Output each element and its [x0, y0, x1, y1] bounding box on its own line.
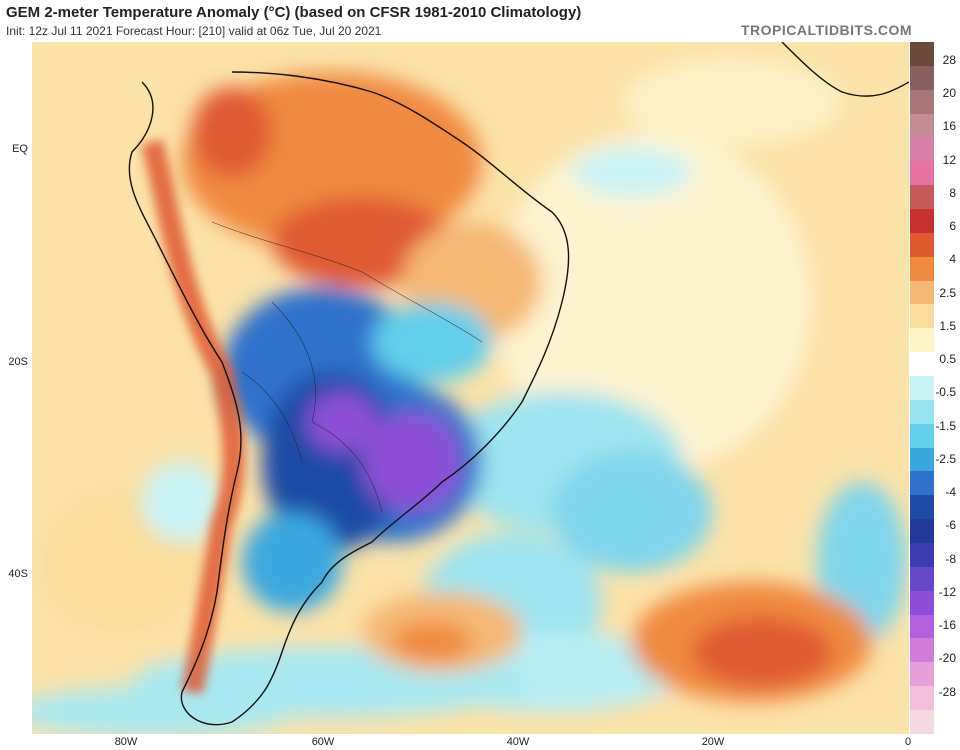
lon-label-40w: 40W	[506, 736, 530, 748]
colorbar-swatch	[910, 89, 934, 114]
colorbar-label: -12	[938, 584, 956, 599]
borders	[211, 221, 483, 513]
colorbar	[910, 42, 934, 734]
colorbar-swatch	[910, 399, 934, 424]
coastlines	[128, 42, 909, 726]
colorbar-swatch	[910, 471, 934, 496]
colorbar-swatch	[910, 638, 934, 663]
colorbar-label: 28	[942, 53, 956, 67]
colorbar-swatch	[910, 328, 934, 353]
map-canvas	[32, 42, 909, 734]
colorbar-swatch	[910, 710, 934, 734]
colorbar-swatch	[910, 113, 934, 138]
colorbar-swatch	[910, 543, 934, 567]
colorbar-swatch	[910, 447, 934, 472]
colorbar-swatch	[910, 662, 934, 687]
colorbar-label: -16	[938, 618, 956, 633]
colorbar-label: -6	[945, 518, 956, 533]
colorbar-labels: 28 20 16 12 8 6 4 2.5 1.5 0.5 -0.5 -1.5 -2.5 -4 -6 -8 -1…	[930, 42, 960, 734]
brand-watermark: TROPICALTIDBITS.COM	[740, 22, 912, 38]
colorbar-label: 12	[942, 152, 956, 167]
colorbar-swatch	[910, 185, 934, 210]
colorbar-swatch	[910, 423, 934, 448]
colorbar-label: 4	[949, 252, 956, 267]
colorbar-label: 1.5	[939, 318, 956, 333]
colorbar-swatch	[910, 686, 934, 711]
lon-label-60w: 60W	[311, 736, 335, 748]
map-title: GEM 2-meter Temperature Anomaly (°C) (ba…	[6, 4, 582, 21]
colorbar-swatch	[910, 590, 934, 615]
colorbar-swatch	[910, 495, 934, 520]
colorbar-swatch	[910, 161, 934, 186]
colorbar-swatch	[910, 232, 934, 257]
lon-label-0: 0	[904, 736, 912, 748]
colorbar-label: 20	[942, 86, 956, 101]
colorbar-swatch	[910, 519, 934, 544]
colorbar-label: -0.5	[935, 385, 956, 400]
colorbar-swatch	[910, 614, 934, 639]
colorbar-label: 8	[949, 185, 956, 200]
colorbar-swatch	[910, 65, 934, 90]
colorbar-swatch	[910, 280, 934, 305]
colorbar-label: -20	[938, 651, 956, 666]
colorbar-swatch	[910, 304, 934, 329]
colorbar-swatch	[910, 566, 934, 591]
colorbar-label: -2.5	[935, 451, 956, 466]
lat-label-eq: EQ	[12, 143, 28, 155]
colorbar-label: -28	[938, 684, 956, 699]
colorbar-swatch	[910, 209, 934, 233]
colorbar-swatch	[910, 376, 934, 400]
anomaly-field	[32, 57, 907, 734]
colorbar-label: -1.5	[935, 418, 956, 433]
colorbar-swatch	[910, 42, 934, 66]
anomaly-map	[32, 42, 909, 734]
colorbar-label: 2.5	[939, 285, 956, 300]
colorbar-label: 6	[949, 219, 956, 234]
lon-label-20w: 20W	[701, 736, 725, 748]
colorbar-label: -4	[945, 485, 956, 500]
colorbar-swatch	[910, 256, 934, 281]
colorbar-swatch	[910, 137, 934, 162]
colorbar-swatch	[910, 352, 934, 377]
lat-label-40s: 40S	[8, 568, 28, 580]
colorbar-label: 0.5	[939, 352, 956, 367]
colorbar-label: -8	[945, 551, 956, 566]
lat-label-20s: 20S	[8, 356, 28, 368]
map-subtitle: Init: 12z Jul 11 2021 Forecast Hour: [21…	[6, 24, 382, 38]
lon-label-80w: 80W	[114, 736, 138, 748]
colorbar-label: 16	[942, 119, 956, 134]
